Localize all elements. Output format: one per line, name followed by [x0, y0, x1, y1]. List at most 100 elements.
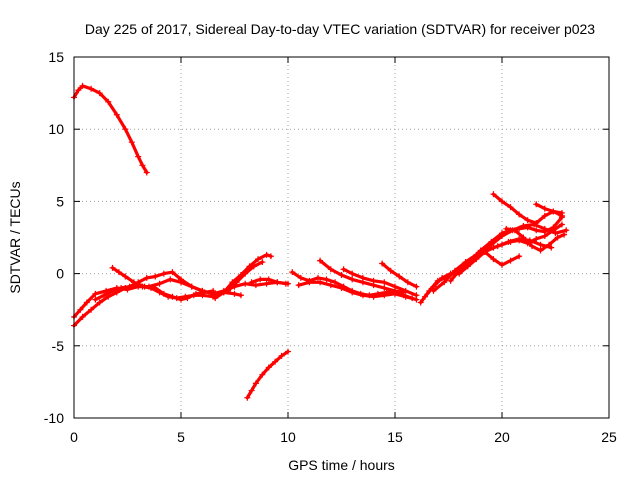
data-point: [327, 266, 334, 273]
data-point: [237, 292, 244, 299]
data-point: [160, 270, 167, 277]
data-point: [494, 243, 501, 250]
data-point: [126, 283, 133, 290]
data-point: [511, 227, 518, 234]
series-trace: [504, 227, 566, 253]
x-tick-label: 15: [387, 429, 403, 445]
data-point: [381, 279, 388, 286]
data-point: [118, 285, 125, 292]
data-point: [447, 277, 454, 284]
data-point: [338, 272, 345, 279]
data-point: [550, 208, 557, 215]
data-point: [537, 247, 544, 254]
tick-layer: 0 5 10 15 20 25 -10 -5 0 5 10 15: [44, 49, 617, 445]
data-point: [413, 283, 420, 290]
data-point: [92, 296, 99, 303]
data-point: [169, 269, 176, 276]
series-track-k: [340, 266, 420, 299]
series-track-r: [503, 225, 568, 254]
data-point: [220, 289, 227, 296]
data-point: [274, 279, 281, 286]
data-point: [554, 234, 561, 241]
data-point: [387, 267, 394, 274]
data-point: [242, 270, 249, 277]
data-point: [456, 267, 463, 274]
data-point: [499, 261, 505, 268]
series-track-f: [225, 259, 266, 294]
data-point: [528, 243, 535, 250]
data-point: [231, 290, 238, 297]
data-point: [533, 227, 540, 234]
data-point: [265, 364, 272, 371]
data-point: [244, 394, 251, 401]
data-point: [546, 241, 553, 248]
series-trace: [342, 267, 418, 297]
data-point: [505, 238, 512, 245]
series-track-g: [248, 276, 289, 287]
data-point: [338, 285, 345, 292]
data-point: [96, 299, 103, 306]
data-point: [524, 224, 531, 231]
data-point: [188, 283, 195, 290]
data-point: [317, 257, 324, 264]
data-point: [225, 287, 232, 294]
data-point: [323, 276, 330, 283]
data-point: [402, 287, 409, 294]
data-point: [370, 277, 377, 284]
data-point: [135, 153, 142, 160]
data-point: [516, 235, 523, 242]
plot-frame: [73, 56, 610, 419]
data-point: [122, 273, 129, 280]
data-point: [88, 85, 95, 92]
series-low-arc: [244, 348, 291, 401]
y-tick-label: 10: [48, 121, 64, 137]
data-point: [516, 253, 523, 260]
data-point: [297, 274, 304, 281]
data-point: [558, 221, 565, 228]
data-point: [139, 162, 146, 169]
data-point: [349, 276, 356, 283]
data-point: [178, 276, 184, 283]
data-point: [289, 269, 296, 276]
data-point: [178, 296, 184, 303]
data-point: [255, 256, 262, 263]
data-point: [392, 283, 398, 290]
data-point: [550, 224, 557, 231]
series-trace: [431, 237, 553, 293]
series-track-l: [379, 260, 420, 290]
data-point: [541, 205, 548, 212]
data-point: [533, 220, 540, 227]
data-point: [430, 287, 437, 294]
data-point: [359, 274, 366, 281]
data-point: [295, 282, 302, 289]
data-point: [516, 225, 523, 232]
data-point: [402, 293, 409, 300]
data-point: [282, 280, 289, 287]
data-point: [439, 274, 446, 281]
x-tick-label: 0: [70, 429, 78, 445]
data-point: [488, 238, 495, 245]
x-tick-label: 5: [177, 429, 185, 445]
data-point: [421, 293, 428, 300]
data-point: [520, 234, 527, 241]
data-point: [77, 306, 84, 313]
data-point: [259, 371, 266, 378]
data-point: [192, 290, 199, 297]
series-track-t: [533, 201, 565, 216]
data-point: [413, 292, 420, 299]
data-point: [541, 228, 548, 235]
series-track-q: [490, 191, 565, 227]
x-tick-label: 10: [280, 429, 296, 445]
x-tick-label: 25: [601, 429, 617, 445]
data-point: [250, 263, 257, 270]
data-point: [507, 257, 514, 264]
data-point: [252, 380, 259, 387]
data-point: [503, 225, 510, 232]
data-point: [128, 139, 135, 146]
data-point: [115, 269, 122, 276]
series-track-d: [92, 269, 217, 303]
data-point: [272, 358, 279, 365]
data-point: [481, 248, 488, 255]
data-point: [167, 276, 174, 283]
data-point: [109, 287, 116, 294]
